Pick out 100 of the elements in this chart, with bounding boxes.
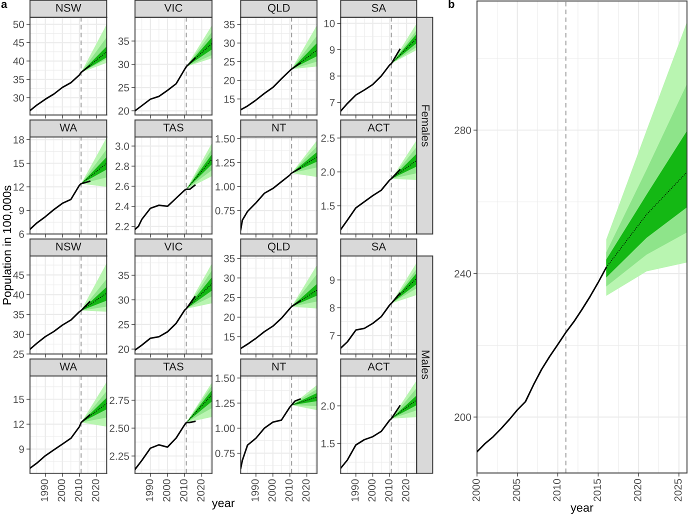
chart-title: WA (60, 362, 78, 370)
y-tick-label: 30 (13, 94, 24, 102)
chart-title: NSW (56, 242, 82, 250)
chart-title: VIC (164, 4, 182, 12)
y-tick-label: 9 (19, 206, 24, 214)
y-tick-label: 9 (19, 446, 24, 453)
x-tick-label: 2020 (302, 479, 310, 502)
x-tick-label: 2000 (368, 479, 376, 502)
y-tick-label: 35 (224, 254, 235, 262)
chart-title: SA (372, 4, 386, 12)
x-tick-label: 2000 (58, 479, 66, 502)
y-tick-label: 9 (330, 276, 335, 284)
y-tick-label: 20 (224, 76, 235, 84)
y-tick-label: 15 (224, 333, 235, 341)
y-tick-label: 7 (330, 98, 335, 106)
y-tick-label: 45 (13, 272, 24, 279)
chart-title: SA (372, 242, 386, 250)
y-tick-label: 20 (224, 314, 235, 322)
y-tick-label: 25 (13, 350, 24, 358)
chart-title: ACT (368, 362, 390, 370)
chart-title: TAS (163, 124, 184, 132)
x-tick-label: 1990 (146, 479, 154, 502)
y-tick-label: 20 (118, 346, 130, 353)
y-tick-label: 35 (118, 272, 130, 280)
x-tick-label: 2000 (162, 479, 170, 502)
x-tick-label: 2000 (472, 478, 480, 502)
y-tick-label: 280 (454, 126, 472, 134)
y-tick-label: 30 (224, 40, 235, 47)
y-tick-label: 25 (224, 294, 235, 302)
y-tick-label: 30 (224, 274, 235, 282)
y-tick-label: 1.50 (216, 135, 235, 143)
y-tick-label: 35 (118, 38, 130, 45)
y-tick-label: 2.75 (110, 396, 130, 404)
y-tick-label: 35 (224, 20, 235, 28)
y-tick-label: 1.25 (216, 400, 235, 407)
x-tick-label: 2020 (92, 479, 100, 502)
text: a (1, 2, 8, 8)
y-tick-label: 2.2 (115, 222, 129, 230)
y-tick-label: 1.50 (216, 374, 235, 382)
chart-title: NT (272, 362, 286, 370)
y-tick-label: 1.5 (321, 440, 335, 448)
x-tick-label: 2015 (594, 478, 601, 502)
y-tick-label: 40 (13, 291, 24, 299)
y-tick-label: 30 (118, 60, 130, 68)
y-tick-label: 12 (14, 420, 24, 428)
chart-title: ACT (368, 124, 390, 132)
y-tick-label: 240 (454, 270, 472, 278)
y-tick-label: 2.6 (115, 182, 129, 190)
x-tick-label: 1990 (251, 479, 259, 502)
y-tick-label: 45 (13, 39, 24, 47)
y-tick-label: 2.50 (110, 424, 130, 432)
x-tick-label: 2010 (385, 479, 392, 502)
y-tick-label: 20 (118, 107, 130, 115)
y-tick-label: 15 (224, 96, 235, 103)
y-tick-label: 8 (330, 304, 335, 312)
y-tick-label: 200 (454, 414, 472, 421)
x-tick-label: 2010 (553, 478, 561, 502)
chart-title: QLD (268, 242, 290, 252)
y-tick-label: 35 (13, 310, 24, 318)
y-tick-label: 2.8 (115, 162, 129, 170)
x-axis-title: year (570, 505, 594, 514)
chart-title: NSW (56, 4, 82, 12)
y-tick-label: 15 (14, 160, 24, 168)
y-tick-label: 3.0 (115, 142, 130, 150)
x-tick-label: 2020 (402, 479, 410, 502)
y-tick-label: 1.00 (216, 424, 235, 432)
y-tick-label: 12 (14, 183, 24, 191)
y-tick-label: 6 (19, 230, 24, 238)
y-tick-label: 30 (118, 296, 130, 304)
x-tick-label: 2025 (674, 478, 682, 502)
x-tick-label: 2005 (512, 478, 520, 502)
y-tick-label: 25 (224, 58, 235, 66)
y-tick-label: 15 (14, 396, 24, 404)
x-axis-title: year (212, 500, 235, 510)
x-tick-label: 2020 (197, 479, 205, 502)
y-tick-label: 0.75 (215, 450, 235, 458)
y-tick-label: 25 (118, 84, 130, 92)
y-tick-label: 1.25 (216, 159, 235, 166)
y-tick-label: 50 (13, 20, 24, 28)
x-tick-label: 1990 (351, 479, 359, 502)
x-tick-label: 1990 (40, 479, 48, 502)
y-tick-label: 40 (13, 58, 24, 65)
y-tick-label: 9 (330, 46, 335, 54)
y-tick-label: 7 (330, 332, 335, 340)
x-tick-label: 2010 (285, 479, 293, 502)
y-tick-label: 2.4 (115, 202, 130, 210)
y-tick-label: 2.25 (110, 452, 130, 460)
y-tick-label: 25 (118, 320, 130, 328)
text: Females (422, 105, 430, 147)
y-tick-label: 2.5 (321, 134, 335, 142)
y-tick-label: 18 (14, 136, 24, 144)
chart-title: WA (60, 124, 78, 132)
y-tick-label: 1.00 (216, 183, 235, 190)
y-tick-label: 2.0 (321, 402, 335, 410)
chart-title: NT (272, 124, 286, 132)
chart-title: QLD (268, 4, 290, 14)
y-tick-label: 35 (13, 76, 24, 84)
x-tick-label: 2000 (268, 479, 276, 502)
x-tick-label: 2010 (74, 479, 82, 502)
y-tick-label: 0.75 (215, 207, 235, 214)
